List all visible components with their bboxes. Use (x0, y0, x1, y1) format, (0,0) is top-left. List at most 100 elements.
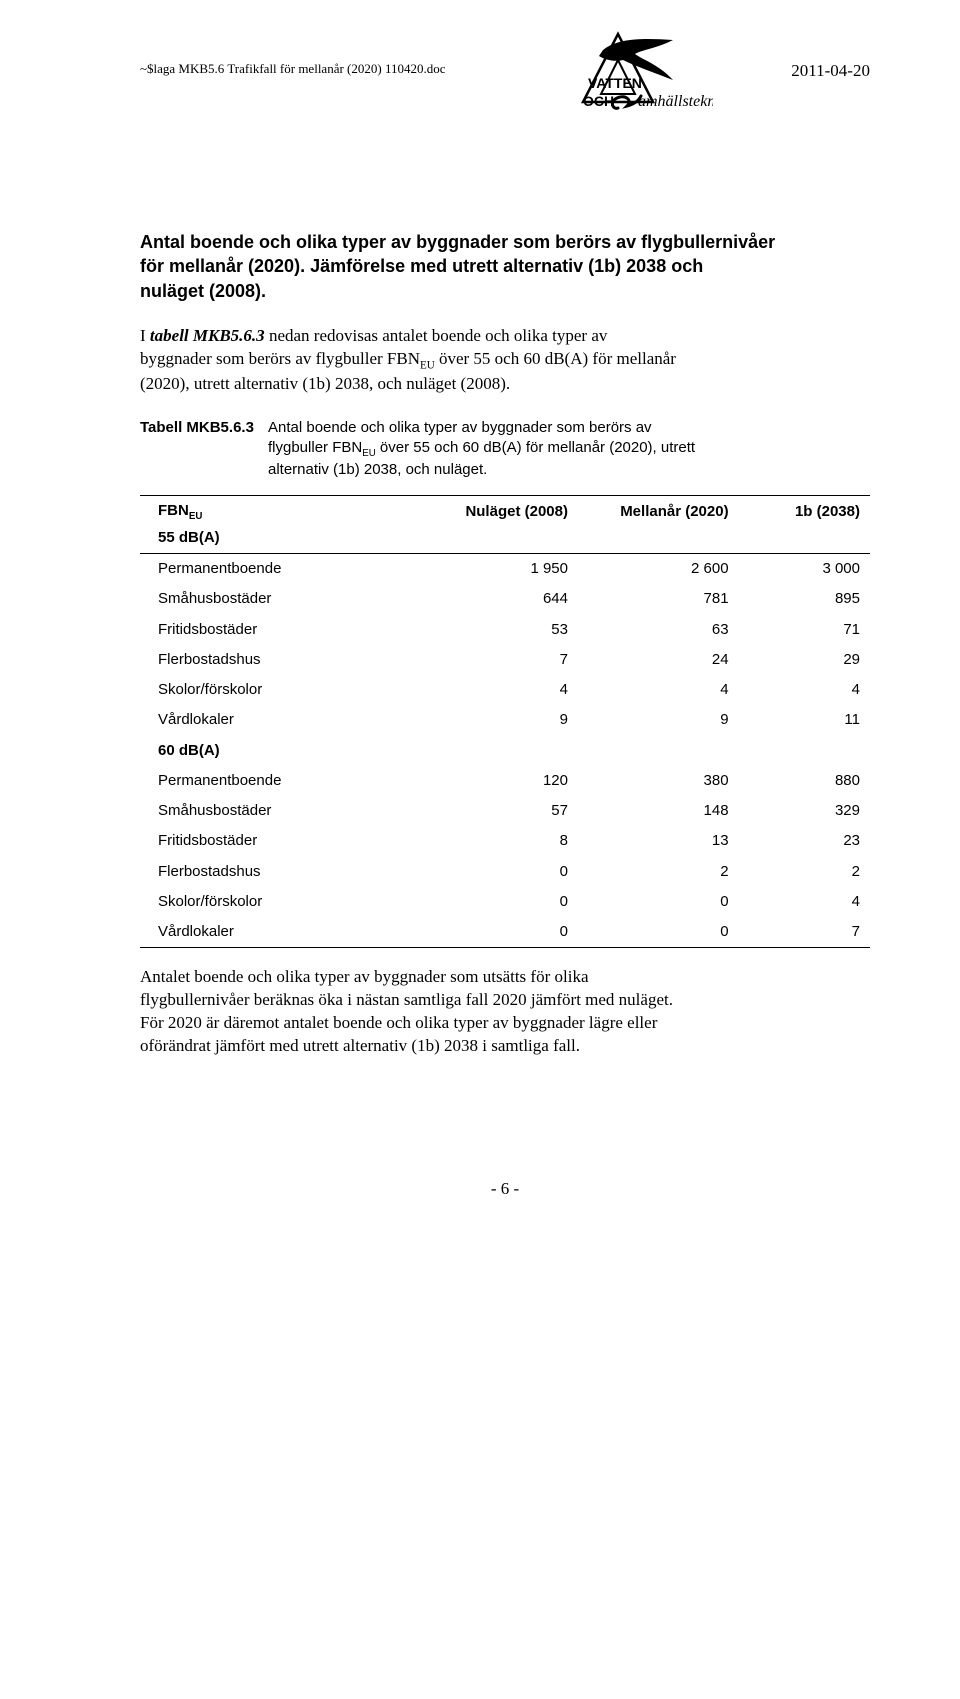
cell: 0 (578, 917, 739, 948)
row-label: Skolor/förskolor (140, 887, 417, 917)
table-row: Skolor/förskolor 0 0 4 (140, 887, 870, 917)
table-section-label: 60 dB(A) (140, 736, 417, 766)
row-label: Skolor/förskolor (140, 675, 417, 705)
intro-reference: tabell MKB5.6.3 (150, 326, 265, 345)
cell: 380 (578, 766, 739, 796)
table-row: Fritidsbostäder 53 63 71 (140, 615, 870, 645)
row-label: Permanentboende (140, 554, 417, 585)
row-label: Vårdlokaler (140, 917, 417, 948)
intro-text: byggnader som berörs av flygbuller FBN (140, 349, 420, 368)
table-header-label: FBNEU (140, 495, 417, 528)
row-label: Fritidsbostäder (140, 615, 417, 645)
table-row: Flerbostadshus 7 24 29 (140, 645, 870, 675)
cell: 7 (417, 645, 578, 675)
cell: 781 (578, 584, 739, 614)
outro-line: Antalet boende och olika typer av byggna… (140, 967, 589, 986)
cell: 329 (739, 796, 870, 826)
table-caption: Tabell MKB5.6.3 Antal boende och olika t… (140, 418, 870, 481)
cell: 0 (417, 917, 578, 948)
table-caption-id: Tabell MKB5.6.3 (140, 418, 268, 481)
cell: 1 950 (417, 554, 578, 585)
table-section-60db: Permanentboende 120 380 880 Småhusbostäd… (140, 766, 870, 948)
cell: 63 (578, 615, 739, 645)
row-label: Flerbostadshus (140, 645, 417, 675)
cell: 4 (739, 675, 870, 705)
page-header: ~$laga MKB5.6 Trafikfall för mellanår (2… (140, 30, 870, 120)
cell: 9 (417, 705, 578, 735)
table-header-col: Nuläget (2008) (417, 495, 578, 528)
logo-text-vatten: VATTEN (588, 75, 642, 91)
cell: 8 (417, 826, 578, 856)
cell: 0 (417, 887, 578, 917)
cell: 2 (578, 857, 739, 887)
table-section-label: 55 dB(A) (140, 528, 417, 554)
row-label: Småhusbostäder (140, 796, 417, 826)
intro-text: (2020), utrett alternativ (1b) 2038, och… (140, 374, 510, 393)
cell: 53 (417, 615, 578, 645)
header-right-date: 2011-04-20 (791, 30, 870, 83)
subscript: EU (420, 359, 435, 371)
subscript: EU (362, 448, 376, 459)
cell: 24 (578, 645, 739, 675)
row-label: Småhusbostäder (140, 584, 417, 614)
row-label: Permanentboende (140, 766, 417, 796)
row-label: Fritidsbostäder (140, 826, 417, 856)
cell: 895 (739, 584, 870, 614)
table-row: Skolor/förskolor 4 4 4 (140, 675, 870, 705)
cell: 4 (739, 887, 870, 917)
row-label: Flerbostadshus (140, 857, 417, 887)
table-row: Småhusbostäder 644 781 895 (140, 584, 870, 614)
table-row: Småhusbostäder 57 148 329 (140, 796, 870, 826)
table-section-55db: Permanentboende 1 950 2 600 3 000 Småhus… (140, 554, 870, 766)
table-row: Flerbostadshus 0 2 2 (140, 857, 870, 887)
table-header-col: Mellanår (2020) (578, 495, 739, 528)
cell: 880 (739, 766, 870, 796)
intro-paragraph: I tabell MKB5.6.3 nedan redovisas antale… (140, 325, 870, 396)
table-row: Vårdlokaler 9 9 11 (140, 705, 870, 735)
cell: 120 (417, 766, 578, 796)
row-label: Vårdlokaler (140, 705, 417, 735)
caption-line: över 55 och 60 dB(A) för mellanår (2020)… (376, 439, 695, 456)
table-row: Vårdlokaler 0 0 7 (140, 917, 870, 948)
cell: 148 (578, 796, 739, 826)
data-table: FBNEU Nuläget (2008) Mellanår (2020) 1b … (140, 495, 870, 949)
section-title-line: nuläget (2008). (140, 281, 266, 301)
section-title: Antal boende och olika typer av byggnade… (140, 230, 870, 303)
section-title-line: för mellanår (2020). Jämförelse med utre… (140, 256, 703, 276)
cell: 13 (578, 826, 739, 856)
company-logo: VATTEN OCH amhällsteknik (523, 30, 713, 120)
table-header-col: 1b (2038) (739, 495, 870, 528)
section-title-line: Antal boende och olika typer av byggnade… (140, 232, 775, 252)
cell: 4 (417, 675, 578, 705)
caption-line: Antal boende och olika typer av byggnade… (268, 419, 652, 436)
table-section-label-row: 60 dB(A) (140, 736, 870, 766)
cell: 3 000 (739, 554, 870, 585)
outro-line: flygbullernivåer beräknas öka i nästan s… (140, 990, 673, 1009)
subscript: EU (189, 511, 203, 522)
header-left-filename: ~$laga MKB5.6 Trafikfall för mellanår (2… (140, 30, 446, 78)
cell: 9 (578, 705, 739, 735)
cell: 4 (578, 675, 739, 705)
header-fbn: FBN (158, 502, 189, 519)
caption-line: alternativ (1b) 2038, och nuläget. (268, 461, 487, 478)
cell: 2 (739, 857, 870, 887)
outro-line: oförändrat jämfört med utrett alternativ… (140, 1036, 580, 1055)
intro-text: nedan redovisas antalet boende och olika… (265, 326, 608, 345)
intro-text: I (140, 326, 150, 345)
outro-paragraph: Antalet boende och olika typer av byggna… (140, 966, 870, 1058)
page-number: - 6 - (140, 1178, 870, 1201)
cell: 2 600 (578, 554, 739, 585)
cell: 11 (739, 705, 870, 735)
outro-line: För 2020 är däremot antalet boende och o… (140, 1013, 657, 1032)
table-head: FBNEU Nuläget (2008) Mellanår (2020) 1b … (140, 495, 870, 553)
cell: 57 (417, 796, 578, 826)
cell: 23 (739, 826, 870, 856)
cell: 71 (739, 615, 870, 645)
logo-text-och: OCH (583, 93, 614, 109)
cell: 0 (578, 887, 739, 917)
cell: 644 (417, 584, 578, 614)
cell: 29 (739, 645, 870, 675)
intro-text: över 55 och 60 dB(A) för mellanår (435, 349, 676, 368)
table-row: Permanentboende 1 950 2 600 3 000 (140, 554, 870, 585)
cell: 0 (417, 857, 578, 887)
